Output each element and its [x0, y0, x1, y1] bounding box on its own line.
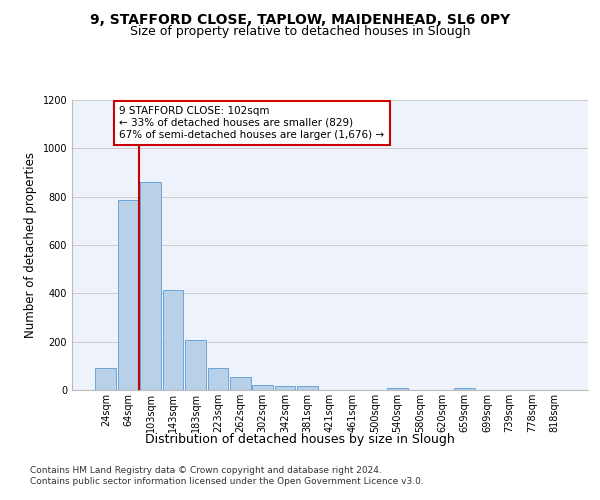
- Text: Contains public sector information licensed under the Open Government Licence v3: Contains public sector information licen…: [30, 478, 424, 486]
- Text: Distribution of detached houses by size in Slough: Distribution of detached houses by size …: [145, 432, 455, 446]
- Y-axis label: Number of detached properties: Number of detached properties: [24, 152, 37, 338]
- Text: 9 STAFFORD CLOSE: 102sqm
← 33% of detached houses are smaller (829)
67% of semi-: 9 STAFFORD CLOSE: 102sqm ← 33% of detach…: [119, 106, 385, 140]
- Bar: [297, 386, 318, 390]
- Bar: [118, 200, 139, 390]
- Bar: [230, 378, 251, 390]
- Bar: [185, 340, 206, 390]
- Text: Contains HM Land Registry data © Crown copyright and database right 2024.: Contains HM Land Registry data © Crown c…: [30, 466, 382, 475]
- Bar: [208, 368, 228, 390]
- Bar: [140, 182, 161, 390]
- Bar: [387, 388, 407, 390]
- Text: Size of property relative to detached houses in Slough: Size of property relative to detached ho…: [130, 25, 470, 38]
- Text: 9, STAFFORD CLOSE, TAPLOW, MAIDENHEAD, SL6 0PY: 9, STAFFORD CLOSE, TAPLOW, MAIDENHEAD, S…: [90, 12, 510, 26]
- Bar: [253, 384, 273, 390]
- Bar: [163, 290, 184, 390]
- Bar: [95, 368, 116, 390]
- Bar: [454, 388, 475, 390]
- Bar: [275, 386, 295, 390]
